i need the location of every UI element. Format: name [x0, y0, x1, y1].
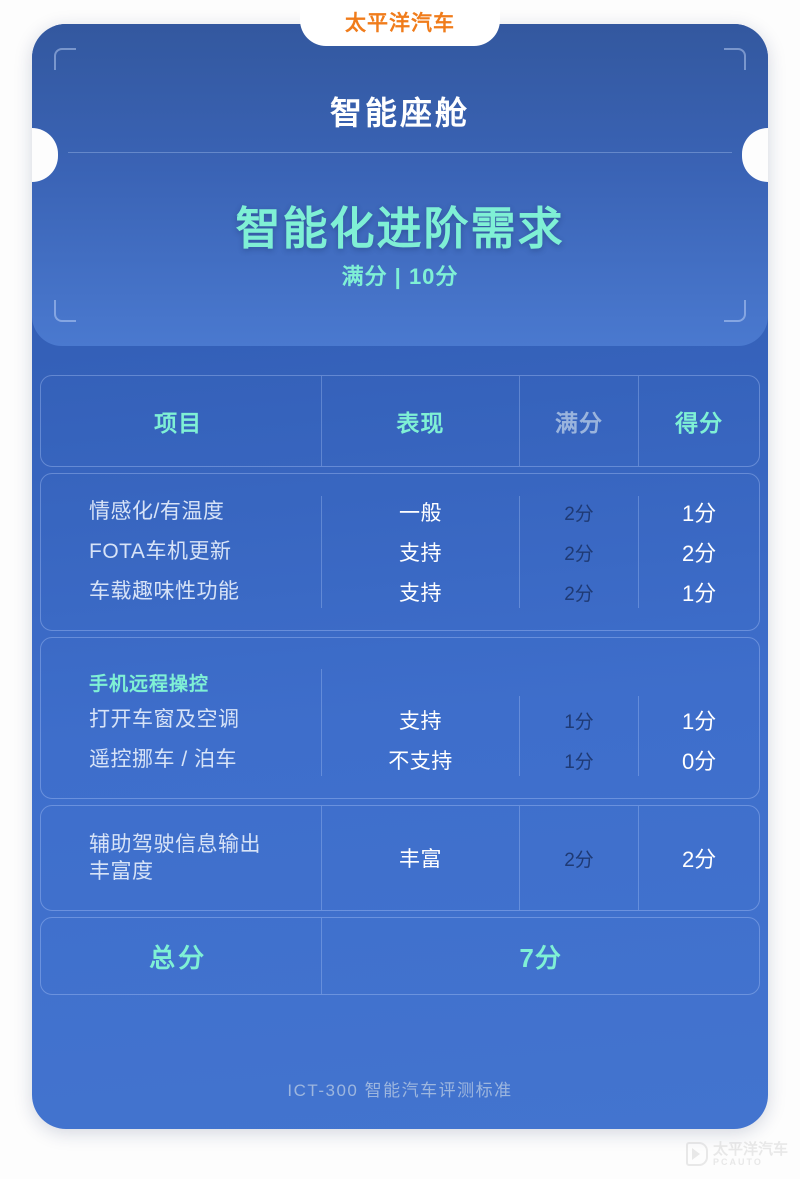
table-row: 情感化/有温度 一般 2分 1分: [41, 474, 759, 528]
column-header-earned-score: 得分: [675, 410, 724, 436]
corner-bracket-top-left-icon: [54, 48, 76, 70]
cell-full-score: 2分: [520, 806, 640, 910]
table-row: 打开车窗及空调 支持 1分 1分: [41, 696, 759, 744]
cell-performance: 支持: [322, 528, 520, 576]
table-group-3: 辅助驾驶信息输出丰富度 丰富 2分 2分: [40, 805, 760, 911]
cell-performance: 一般: [322, 496, 520, 528]
watermark-texts: 太平洋汽车 PCAUTO: [713, 1142, 788, 1167]
column-header-item: 项目: [41, 376, 323, 466]
brand-logo-tab: 太平洋汽车: [300, 0, 500, 46]
cell-item: 情感化/有温度: [41, 496, 323, 528]
cell-item: 车载趣味性功能: [41, 576, 323, 608]
corner-bracket-top-right-icon: [724, 48, 746, 70]
category-title: 智能座舱: [329, 95, 470, 131]
cell-item: 辅助驾驶信息输出丰富度: [41, 806, 323, 910]
table-total-block: 总分 7分: [40, 917, 760, 995]
pcauto-logo-icon: [685, 1142, 708, 1167]
cell-item: 打开车窗及空调: [41, 696, 323, 744]
cell-earned-score: 1分: [682, 501, 717, 526]
total-label-cell: 总分: [41, 918, 323, 994]
table-row: 辅助驾驶信息输出丰富度 丰富 2分 2分: [41, 806, 759, 910]
cell-earned-score: 2分: [682, 847, 717, 872]
corner-bracket-bottom-left-icon: [54, 300, 76, 322]
cell-earned-score: 1分: [682, 581, 717, 606]
table-row: 遥控挪车 / 泊车 不支持 1分 0分: [41, 744, 759, 798]
cell-performance: 丰富: [322, 806, 520, 910]
corner-bracket-bottom-right-icon: [724, 300, 746, 322]
cell-performance: 不支持: [322, 744, 520, 776]
cell-earned-score: 0分: [682, 749, 717, 774]
score-card: 智能座舱 智能化进阶需求 满分 | 10分 项目 表现 满分: [32, 24, 768, 1129]
cell-performance: 支持: [322, 696, 520, 744]
watermark: 太平洋汽车 PCAUTO: [685, 1142, 788, 1167]
column-header-full-score: 满分: [520, 376, 640, 466]
cell-full-score: 2分: [520, 496, 640, 528]
cell-earned-score: 1分: [682, 709, 717, 734]
table-group-subheading-row: 手机远程操控: [41, 638, 759, 696]
table-total-row: 总分 7分: [41, 918, 759, 994]
standard-caption: ICT-300 智能汽车评测标准: [287, 1081, 513, 1100]
brand-logo-text: 太平洋汽车: [345, 11, 455, 35]
cell-full-score: 2分: [520, 576, 640, 608]
table-group-1: 情感化/有温度 一般 2分 1分 FOTA车机更新 支持 2分 2分 车载趣味性…: [40, 473, 760, 631]
total-value-cell: 7分: [519, 942, 562, 973]
header-divider: [68, 152, 732, 153]
cell-subheading: 手机远程操控: [41, 669, 323, 696]
cell-item: 遥控挪车 / 泊车: [41, 744, 323, 776]
cell-full-score: 1分: [520, 744, 640, 776]
cell-full-score: 2分: [520, 528, 640, 576]
table-header-row: 项目 表现 满分 得分: [41, 376, 759, 466]
cell-full-score: 1分: [520, 696, 640, 744]
column-header-performance: 表现: [322, 376, 520, 466]
score-table: 项目 表现 满分 得分 情感化/有温度 一般: [40, 375, 760, 1001]
table-row: FOTA车机更新 支持 2分 2分: [41, 528, 759, 576]
table-group-2: 手机远程操控 打开车窗及空调 支持 1分 1分 遥控挪车 / 泊车 不支持 1分…: [40, 637, 760, 799]
table-header-block: 项目 表现 满分 得分: [40, 375, 760, 467]
watermark-cn-text: 太平洋汽车: [712, 1140, 788, 1158]
watermark-en-text: PCAUTO: [712, 1156, 763, 1167]
cell-earned-score: 2分: [682, 541, 717, 566]
page-title: 智能化进阶需求: [235, 203, 565, 254]
table-row: 车载趣味性功能 支持 2分 1分: [41, 576, 759, 630]
cell-item: FOTA车机更新: [41, 528, 323, 576]
card-header-panel: 智能座舱 智能化进阶需求 满分 | 10分: [32, 24, 768, 346]
cell-performance: 支持: [322, 576, 520, 608]
max-score-label: 满分 | 10分: [341, 264, 459, 289]
